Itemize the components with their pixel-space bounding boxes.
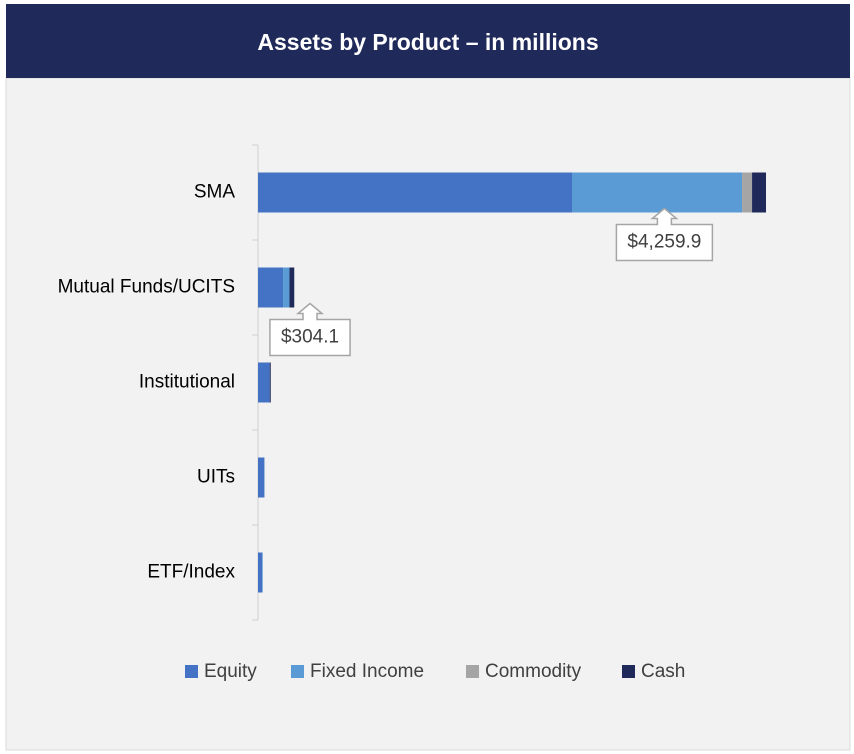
category-label: SMA (194, 182, 236, 203)
callout-label: $304.1 (281, 327, 339, 348)
chart-title: Assets by Product – in millions (257, 29, 598, 55)
bar-segment (258, 552, 263, 593)
callout-box (615, 207, 714, 262)
bar-segment (258, 362, 270, 403)
legend-swatch (622, 665, 635, 678)
bar-segment (752, 172, 766, 213)
callout-box (269, 302, 351, 357)
header (6, 4, 850, 78)
legend-label: Fixed Income (310, 661, 424, 682)
category-label: UITs (197, 467, 235, 488)
legend-label: Cash (641, 661, 685, 682)
bar-segment (258, 172, 572, 213)
legend-label: Equity (204, 661, 257, 682)
bar-segment (283, 267, 290, 308)
bar-segment (742, 172, 753, 213)
legend-swatch (291, 665, 304, 678)
legend-label: Commodity (485, 661, 582, 682)
bar-segment (269, 362, 271, 403)
callout-label: $4,259.9 (627, 232, 701, 253)
category-label: Institutional (139, 372, 235, 393)
bar-segment (258, 457, 265, 498)
bar-segment (258, 267, 284, 308)
bar-segment (571, 172, 743, 213)
legend-swatch (185, 665, 198, 678)
legend-swatch (466, 665, 479, 678)
category-label: Mutual Funds/UCITS (58, 277, 235, 298)
bar-segment (289, 267, 295, 308)
category-label: ETF/Index (147, 562, 235, 583)
